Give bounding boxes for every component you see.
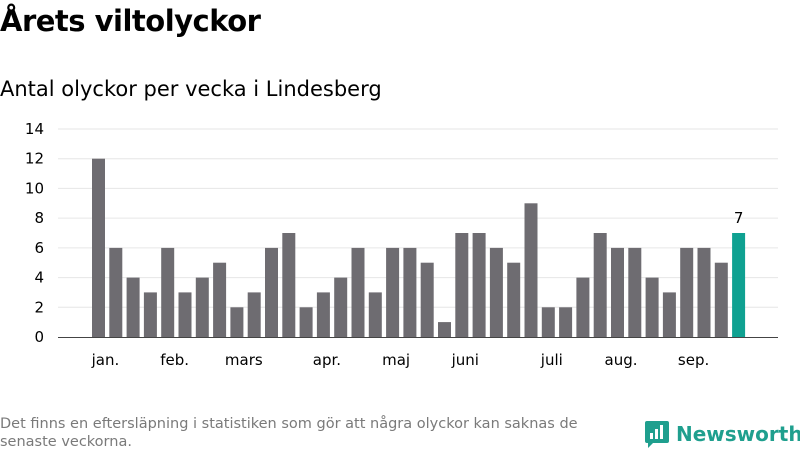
bar (351, 247, 365, 337)
bar (576, 277, 590, 337)
bar (541, 307, 555, 337)
x-tick-label: apr. (313, 351, 341, 369)
bar (472, 233, 486, 337)
chart-subtitle: Antal olyckor per vecka i Lindesberg (0, 77, 382, 101)
bar (420, 262, 434, 337)
x-tick-label: juni (451, 351, 479, 369)
y-tick-label: 0 (34, 328, 44, 346)
bar (680, 247, 694, 337)
footnote: Det finns en eftersläpning i statistiken… (0, 416, 578, 450)
newsworthy-logo-icon (645, 421, 669, 448)
bar (628, 247, 642, 337)
x-tick-label: sep. (678, 351, 709, 369)
chart-title: Årets viltolyckor (0, 4, 261, 38)
x-tick-label: maj (382, 351, 410, 369)
bar (213, 262, 227, 337)
bar (334, 277, 348, 337)
bar (611, 247, 624, 337)
data-label: 7 (734, 209, 744, 227)
y-tick-label: 2 (34, 298, 44, 316)
bar (645, 277, 659, 337)
x-tick-label: jan. (91, 351, 120, 369)
y-tick-label: 8 (34, 209, 44, 227)
x-tick-label: mars (225, 351, 263, 369)
bar (230, 307, 244, 337)
bar (316, 292, 330, 337)
bar (559, 307, 573, 337)
bar (126, 277, 140, 337)
bar (178, 292, 192, 337)
bar (386, 247, 400, 337)
x-tick-label: aug. (605, 351, 638, 369)
bar-chart: 0 2 4 6 8 10 12 14 7 jan. feb. mars apr. maj juni juli a… (25, 120, 778, 369)
bar (195, 277, 209, 337)
bar (438, 322, 451, 337)
bar (143, 292, 157, 337)
y-tick-label: 4 (34, 269, 44, 287)
bar (368, 292, 382, 337)
bar (247, 292, 261, 337)
y-tick-label: 14 (25, 120, 44, 138)
bar (109, 247, 123, 337)
y-tick-label: 12 (25, 150, 44, 168)
bar (161, 247, 175, 337)
brand-logo: Newsworthy (644, 419, 800, 449)
bar (455, 233, 469, 337)
bar (403, 247, 417, 337)
brand-name: Newsworthy (676, 422, 800, 446)
bar (299, 307, 313, 337)
y-tick-label: 6 (34, 239, 44, 257)
x-tick-label: juli (540, 351, 563, 369)
bar (265, 247, 278, 337)
bar (714, 262, 728, 337)
bar (524, 203, 538, 337)
bar (282, 233, 296, 337)
bar (507, 262, 521, 337)
bar (92, 158, 105, 337)
bar (662, 292, 676, 337)
bar (697, 247, 711, 337)
bar (593, 233, 607, 337)
y-tick-label: 10 (25, 179, 44, 197)
x-tick-label: feb. (160, 351, 189, 369)
bar (489, 247, 503, 337)
bar-highlight (732, 233, 746, 337)
